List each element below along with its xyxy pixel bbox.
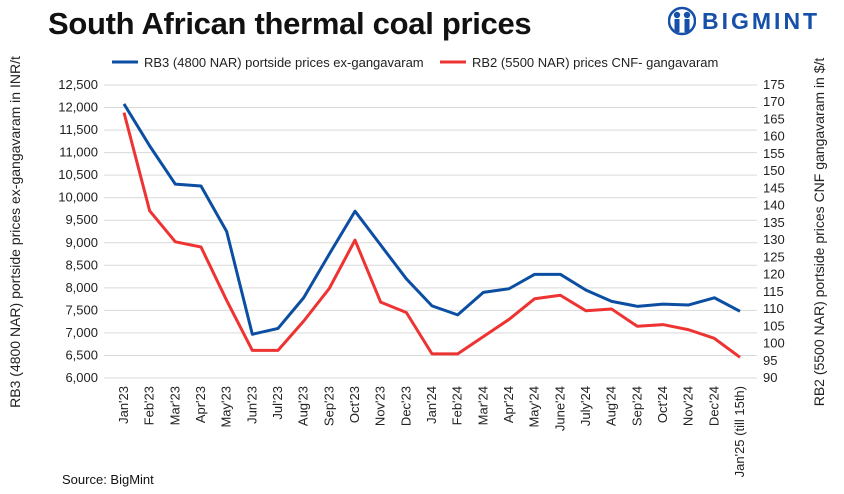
y2-tick-label: 110 bbox=[763, 301, 784, 316]
y-tick-label: 9,500 bbox=[65, 212, 98, 227]
y2-tick-label: 130 bbox=[763, 232, 785, 247]
y2-tick-label: 100 bbox=[763, 336, 785, 351]
legend-label: RB2 (5500 NAR) prices CNF- gangavaram bbox=[472, 55, 718, 70]
y-tick-label: 10,500 bbox=[58, 167, 98, 182]
x-tick-label: Nov'24 bbox=[681, 386, 696, 426]
x-tick-label: Sep'23 bbox=[321, 386, 336, 426]
x-tick-label: Mar'23 bbox=[167, 386, 182, 425]
y2-axis-label: RB2 (5500 NAR) portside prices CNF ganga… bbox=[811, 58, 827, 407]
y2-tick-label: 95 bbox=[763, 353, 777, 368]
y-tick-label: 6,500 bbox=[65, 347, 98, 362]
chart-title: South African thermal coal prices bbox=[48, 6, 532, 41]
y2-tick-label: 165 bbox=[763, 111, 785, 126]
y2-tick-label: 90 bbox=[763, 370, 777, 385]
y2-tick-label: 125 bbox=[763, 249, 785, 264]
series-line-2 bbox=[122, 112, 741, 359]
y2-tick-label: 140 bbox=[763, 198, 785, 213]
y-tick-label: 7,000 bbox=[65, 325, 98, 340]
source-note: Source: BigMint bbox=[62, 472, 154, 487]
bigmint-logo-icon bbox=[668, 6, 696, 36]
x-tick-label: Dec'23 bbox=[398, 386, 413, 426]
y-tick-label: 8,500 bbox=[65, 257, 98, 272]
y-tick-label: 9,000 bbox=[65, 235, 98, 250]
y-tick-label: 6,000 bbox=[65, 370, 98, 385]
legend-label: RB3 (4800 NAR) portside prices ex-gangav… bbox=[144, 55, 424, 70]
x-tick-label: Aug'23 bbox=[296, 386, 311, 426]
x-tick-label: Jul'23 bbox=[270, 386, 285, 420]
x-tick-label: Jan'25 (till 15th) bbox=[732, 386, 747, 477]
y-tick-label: 8,000 bbox=[65, 280, 98, 295]
x-tick-label: Feb'23 bbox=[142, 386, 157, 425]
x-tick-label: Dec'24 bbox=[706, 386, 721, 426]
x-tick-label: Feb'24 bbox=[450, 386, 465, 425]
x-tick-label: Sep'24 bbox=[629, 386, 644, 426]
y2-tick-label: 160 bbox=[763, 129, 785, 144]
x-tick-label: May'24 bbox=[527, 386, 542, 428]
y-axis-label: RB3 (4800 NAR) portside prices ex-gangav… bbox=[7, 56, 23, 408]
x-tick-label: Apr'23 bbox=[193, 386, 208, 423]
y-tick-label: 11,000 bbox=[59, 145, 98, 160]
x-tick-label: Oct'23 bbox=[347, 386, 362, 423]
x-tick-label: July'24 bbox=[578, 386, 593, 426]
y2-tick-label: 150 bbox=[763, 163, 785, 178]
x-tick-label: Nov'23 bbox=[373, 386, 388, 426]
x-tick-label: Apr'24 bbox=[501, 386, 516, 423]
x-tick-label: June'24 bbox=[552, 386, 567, 431]
bigmint-logo: BIGMINT bbox=[668, 6, 820, 36]
x-tick-label: Jan'23 bbox=[116, 386, 131, 424]
y-tick-label: 7,500 bbox=[65, 302, 98, 317]
y-tick-label: 10,000 bbox=[58, 190, 98, 205]
y2-tick-label: 170 bbox=[763, 94, 785, 109]
x-tick-label: May'23 bbox=[219, 386, 234, 428]
x-tick-label: Mar'24 bbox=[475, 386, 490, 425]
x-tick-label: Oct'24 bbox=[655, 386, 670, 423]
y-tick-label: 12,500 bbox=[58, 77, 98, 92]
y2-tick-label: 175 bbox=[763, 77, 785, 92]
x-tick-label: Jun'23 bbox=[244, 386, 259, 424]
y2-tick-label: 155 bbox=[763, 146, 785, 161]
x-tick-label: Aug'24 bbox=[604, 386, 619, 426]
y-tick-label: 11,500 bbox=[59, 122, 98, 137]
y2-tick-label: 120 bbox=[763, 267, 785, 282]
y2-tick-label: 115 bbox=[763, 284, 784, 299]
series-line-1 bbox=[122, 103, 741, 336]
x-tick-label: Jan'24 bbox=[424, 386, 439, 424]
y2-tick-label: 105 bbox=[763, 318, 785, 333]
y-tick-label: 12,000 bbox=[58, 100, 98, 115]
y2-tick-label: 145 bbox=[763, 180, 785, 195]
logo-text: BIGMINT bbox=[702, 7, 821, 34]
y2-tick-label: 135 bbox=[763, 215, 785, 230]
